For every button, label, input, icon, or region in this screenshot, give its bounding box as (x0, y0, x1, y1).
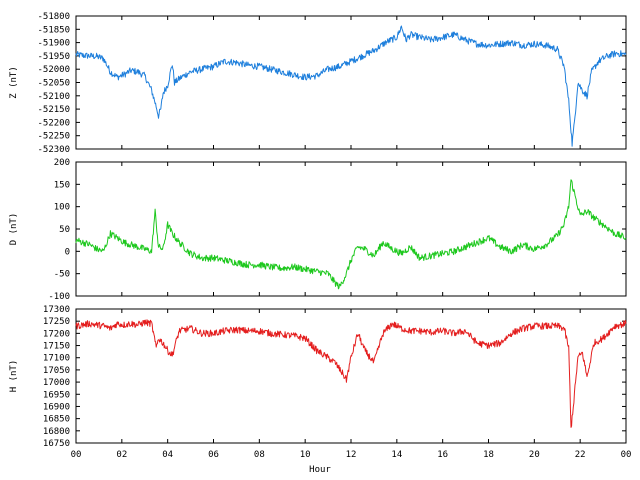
y-tick-label-z-3: -51950 (37, 52, 70, 62)
x-tick-label-9: 18 (483, 450, 494, 460)
series-line-z (75, 25, 627, 147)
y-tick-label-h-2: 17200 (43, 329, 70, 339)
y-tick-label-z-2: -51900 (37, 39, 70, 49)
x-axis-label: Hour (309, 465, 331, 475)
x-tick-label-7: 14 (391, 450, 402, 460)
panel-d: 200 150 100 50 0 -50 -100 D (nT) (9, 158, 627, 302)
series-line-h (75, 319, 627, 428)
y-axis-label-d: D (nT) (9, 213, 19, 246)
plot-frame-z (75, 15, 627, 150)
x-tick-label-0: 00 (71, 450, 82, 460)
y-tick-label-h-8: 16900 (43, 402, 70, 412)
y-tick-label-z-9: -52250 (37, 132, 70, 142)
y-tick-label-h-4: 17100 (43, 354, 70, 364)
y-tick-label-h-6: 17000 (43, 378, 70, 388)
x-tick-label-6: 12 (346, 450, 357, 460)
y-tick-label-d-6: -100 (48, 292, 70, 302)
y-tick-label-z-5: -52050 (37, 79, 70, 89)
y-tick-label-z-7: -52150 (37, 105, 70, 115)
panel-h: 17300 17250 17200 17150 17100 17050 17000 16950… (9, 305, 627, 449)
y-tick-label-d-0: 200 (54, 158, 70, 168)
y-tick-label-d-5: -50 (54, 270, 70, 280)
y-tick-label-d-1: 150 (54, 180, 70, 190)
x-tick-label-8: 16 (437, 450, 448, 460)
y-tick-label-z-1: -51850 (37, 25, 70, 35)
x-tick-label-1: 02 (116, 450, 127, 460)
y-tick-label-h-9: 16850 (43, 415, 70, 425)
y-tick-label-h-11: 16750 (43, 439, 70, 449)
y-tick-label-h-1: 17250 (43, 317, 70, 327)
y-axis-label-z: Z (nT) (9, 66, 19, 99)
x-tick-label-11: 22 (575, 450, 586, 460)
y-tick-label-h-0: 17300 (43, 305, 70, 315)
y-tick-label-d-4: 0 (65, 247, 70, 257)
x-tick-label-2: 04 (162, 450, 173, 460)
plot-frame-d (75, 161, 627, 297)
x-tick-label-4: 08 (254, 450, 265, 460)
x-tick-label-10: 20 (529, 450, 540, 460)
y-tick-label-h-10: 16800 (43, 427, 70, 437)
y-tick-label-h-5: 17050 (43, 366, 70, 376)
y-tick-label-z-4: -52000 (37, 65, 70, 75)
x-tick-label-12: 00 (621, 450, 632, 460)
y-axis-label-h: H (nT) (9, 360, 19, 393)
y-tick-label-d-2: 100 (54, 203, 70, 213)
y-tick-label-d-3: 50 (59, 225, 70, 235)
y-tick-label-z-0: -51800 (37, 12, 70, 22)
x-tick-label-3: 06 (208, 450, 219, 460)
x-tick-label-5: 10 (300, 450, 311, 460)
y-tick-label-h-3: 17150 (43, 342, 70, 352)
panel-z: -51800 -51850 -51900 -51950 -52000 -52050 -521… (9, 12, 627, 155)
y-tick-label-z-10: -52300 (37, 145, 70, 155)
y-tick-label-z-6: -52100 (37, 92, 70, 102)
y-tick-label-h-7: 16950 (43, 390, 70, 400)
y-tick-label-z-8: -52200 (37, 118, 70, 128)
series-line-d (75, 179, 627, 290)
